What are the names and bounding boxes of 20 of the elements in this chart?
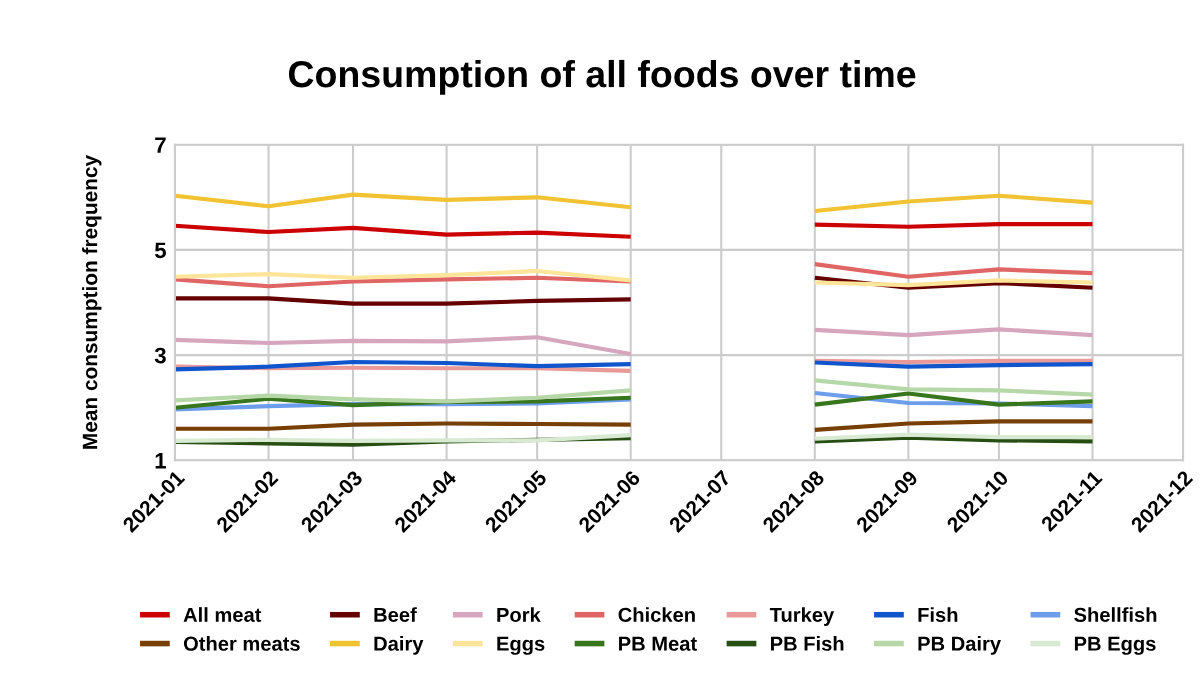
legend-label: Fish xyxy=(918,607,958,622)
legend-label: Eggs xyxy=(497,636,545,655)
legend-label: Dairy xyxy=(374,636,424,655)
legend-label: PB Dairy xyxy=(918,636,1001,655)
legend-label: PB Fish xyxy=(771,636,844,651)
legend-label: Chicken xyxy=(618,607,695,622)
legend-label: PB Eggs xyxy=(1074,636,1156,655)
y-tick-label: 1 xyxy=(155,453,166,469)
chart-title: Consumption of all foods over time xyxy=(288,59,916,95)
legend-label: Shellfish xyxy=(1074,607,1157,622)
y-tick-label: 5 xyxy=(154,242,166,259)
legend-label: Beef xyxy=(374,607,417,622)
legend-label: All meat xyxy=(183,607,262,622)
legend-label: Pork xyxy=(497,607,541,622)
legend-label: PB Meat xyxy=(619,636,697,651)
legend-label: Other meats xyxy=(183,636,300,651)
y-axis-title: Mean consumption frequency xyxy=(82,155,102,449)
legend-label: Turkey xyxy=(769,607,835,626)
y-tick-label: 3 xyxy=(154,347,166,364)
y-tick-label: 7 xyxy=(155,137,166,153)
